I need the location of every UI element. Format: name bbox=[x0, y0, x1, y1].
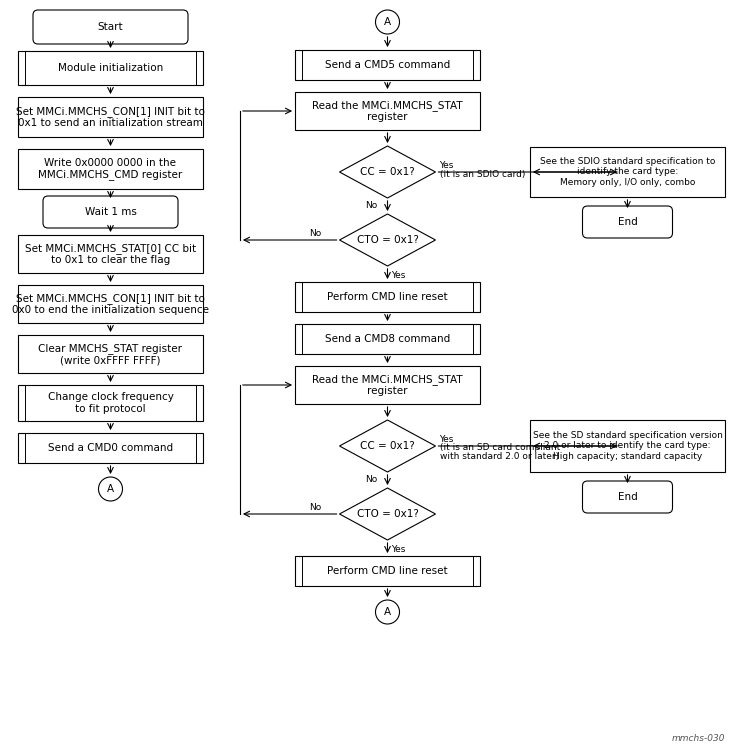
FancyBboxPatch shape bbox=[582, 206, 672, 238]
Text: Set MMCi.MMCHS_CON[1] INIT bit to
0x1 to send an initialization stream: Set MMCi.MMCHS_CON[1] INIT bit to 0x1 to… bbox=[16, 106, 205, 128]
Text: Clear MMCHS_STAT register
(write 0xFFFF FFFF): Clear MMCHS_STAT register (write 0xFFFF … bbox=[38, 342, 183, 365]
Text: CTO = 0x1?: CTO = 0x1? bbox=[356, 235, 418, 245]
Polygon shape bbox=[339, 488, 435, 540]
Circle shape bbox=[98, 477, 123, 501]
Text: Start: Start bbox=[98, 22, 123, 32]
Text: CC = 0x1?: CC = 0x1? bbox=[360, 441, 415, 451]
FancyBboxPatch shape bbox=[43, 196, 178, 228]
FancyBboxPatch shape bbox=[295, 324, 480, 354]
Text: (it is an SDIO card): (it is an SDIO card) bbox=[440, 170, 525, 179]
Text: Yes: Yes bbox=[392, 544, 406, 553]
Text: No: No bbox=[310, 502, 321, 511]
FancyBboxPatch shape bbox=[18, 149, 203, 189]
FancyBboxPatch shape bbox=[295, 92, 480, 130]
Polygon shape bbox=[339, 420, 435, 472]
FancyBboxPatch shape bbox=[18, 433, 203, 463]
Text: Read the MMCi.MMCHS_STAT
register: Read the MMCi.MMCHS_STAT register bbox=[312, 374, 463, 397]
Text: CTO = 0x1?: CTO = 0x1? bbox=[356, 509, 418, 519]
Text: Wait 1 ms: Wait 1 ms bbox=[84, 207, 137, 217]
FancyBboxPatch shape bbox=[18, 97, 203, 137]
Text: End: End bbox=[618, 492, 637, 502]
Text: See the SD standard specification version
2.0 or later to identify the card type: See the SD standard specification versio… bbox=[533, 431, 723, 461]
FancyBboxPatch shape bbox=[18, 51, 203, 85]
Text: Set MMCi.MMCHS_STAT[0] CC bit
to 0x1 to clear the flag: Set MMCi.MMCHS_STAT[0] CC bit to 0x1 to … bbox=[25, 243, 196, 265]
Text: CC = 0x1?: CC = 0x1? bbox=[360, 167, 415, 177]
FancyBboxPatch shape bbox=[18, 235, 203, 273]
Text: Send a CMD5 command: Send a CMD5 command bbox=[325, 60, 450, 70]
Text: A: A bbox=[107, 484, 114, 494]
Text: Perform CMD line reset: Perform CMD line reset bbox=[327, 566, 448, 576]
FancyBboxPatch shape bbox=[18, 335, 203, 373]
FancyBboxPatch shape bbox=[295, 282, 480, 312]
FancyBboxPatch shape bbox=[295, 366, 480, 404]
Text: Change clock frequency
to fit protocol: Change clock frequency to fit protocol bbox=[47, 392, 174, 414]
Text: Perform CMD line reset: Perform CMD line reset bbox=[327, 292, 448, 302]
Circle shape bbox=[375, 600, 400, 624]
Text: Set MMCi.MMCHS_CON[1] INIT bit to
0x0 to end the initialization sequence: Set MMCi.MMCHS_CON[1] INIT bit to 0x0 to… bbox=[12, 293, 209, 315]
Text: No: No bbox=[366, 201, 378, 210]
FancyBboxPatch shape bbox=[530, 147, 725, 197]
Text: A: A bbox=[384, 607, 391, 617]
Text: Yes: Yes bbox=[440, 435, 454, 444]
FancyBboxPatch shape bbox=[33, 10, 188, 44]
FancyBboxPatch shape bbox=[18, 285, 203, 323]
Text: mmchs-030: mmchs-030 bbox=[672, 734, 725, 743]
FancyBboxPatch shape bbox=[530, 420, 725, 472]
Text: Module initialization: Module initialization bbox=[58, 63, 163, 73]
Text: See the SDIO standard specification to
identify the card type:
Memory only, I/O : See the SDIO standard specification to i… bbox=[539, 157, 715, 187]
Circle shape bbox=[375, 10, 400, 34]
Text: Yes: Yes bbox=[392, 270, 406, 279]
FancyBboxPatch shape bbox=[295, 50, 480, 80]
Text: Send a CMD0 command: Send a CMD0 command bbox=[48, 443, 173, 453]
FancyBboxPatch shape bbox=[582, 481, 672, 513]
Text: with standard 2.0 or later): with standard 2.0 or later) bbox=[440, 451, 559, 460]
FancyBboxPatch shape bbox=[295, 556, 480, 586]
Polygon shape bbox=[339, 214, 435, 266]
Text: Read the MMCi.MMCHS_STAT
register: Read the MMCi.MMCHS_STAT register bbox=[312, 100, 463, 122]
Text: No: No bbox=[366, 475, 378, 484]
Text: End: End bbox=[618, 217, 637, 227]
Text: No: No bbox=[310, 228, 321, 237]
Text: (it is an SD card compliant: (it is an SD card compliant bbox=[440, 444, 559, 453]
Text: Send a CMD8 command: Send a CMD8 command bbox=[325, 334, 450, 344]
Polygon shape bbox=[339, 146, 435, 198]
Text: Write 0x0000 0000 in the
MMCi.MMCHS_CMD register: Write 0x0000 0000 in the MMCi.MMCHS_CMD … bbox=[38, 158, 183, 180]
FancyBboxPatch shape bbox=[18, 385, 203, 421]
Text: Yes: Yes bbox=[440, 161, 454, 170]
Text: A: A bbox=[384, 17, 391, 27]
